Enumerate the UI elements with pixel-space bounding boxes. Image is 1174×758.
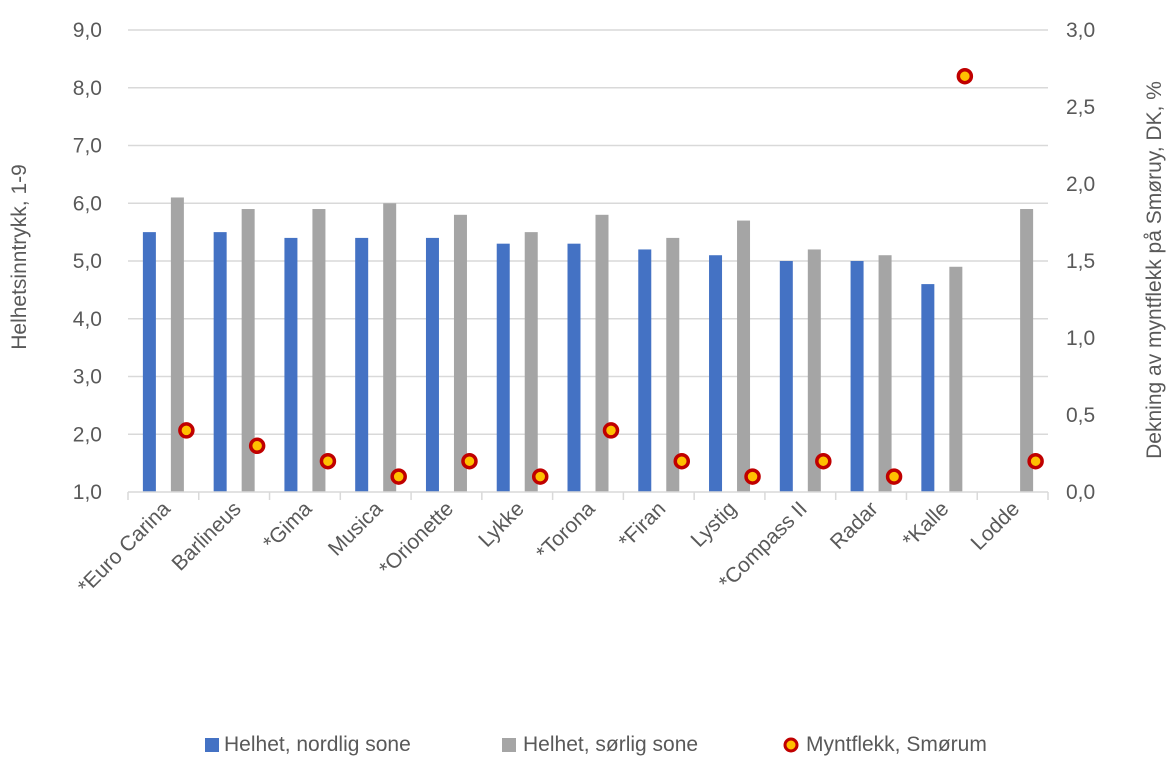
right-tick-label: 1,5 bbox=[1066, 250, 1095, 273]
right-tick-label: 0,0 bbox=[1066, 481, 1095, 504]
left-tick-label: 2,0 bbox=[73, 423, 102, 446]
category-label: Lystig bbox=[687, 497, 742, 552]
bar-nordlig bbox=[496, 243, 510, 492]
scatter-point-myntflekk bbox=[673, 452, 691, 470]
bar-nordlig bbox=[213, 232, 227, 492]
right-axis-ticks: 0,0 0,5 1,0 1,5 2,0 2,5 3,0 bbox=[1066, 19, 1095, 504]
right-tick-label: 3,0 bbox=[1066, 19, 1095, 42]
scatter-point-myntflekk bbox=[602, 422, 620, 439]
scatter-point-myntflekk bbox=[178, 422, 195, 439]
category-label: Lykke bbox=[474, 497, 529, 552]
left-tick-label: 1,0 bbox=[73, 481, 102, 504]
category-label: *Kalle bbox=[898, 497, 953, 552]
scatter-point-myntflekk bbox=[531, 468, 549, 485]
bar-sorlig bbox=[241, 209, 255, 492]
bar-nordlig bbox=[142, 232, 156, 492]
left-tick-label: 3,0 bbox=[73, 366, 102, 389]
bar-sorlig bbox=[807, 249, 821, 492]
left-axis-ticks: 1,0 2,0 3,0 4,0 5,0 6,0 7,0 8,0 9,0 bbox=[73, 19, 102, 504]
left-tick-label: 8,0 bbox=[73, 77, 102, 100]
bar-sorlig bbox=[949, 266, 963, 492]
left-tick-label: 7,0 bbox=[73, 135, 102, 158]
bar-sorlig bbox=[453, 214, 467, 493]
left-tick-label: 5,0 bbox=[73, 250, 102, 273]
right-tick-label: 2,5 bbox=[1066, 96, 1095, 119]
category-label: Musica bbox=[324, 497, 388, 561]
legend-item-myntflekk: Myntflekk, Smørum bbox=[783, 733, 987, 756]
bar-sorlig bbox=[312, 209, 326, 492]
legend: Helhet, nordlig sone Helhet, sørlig sone… bbox=[205, 733, 987, 756]
scatter-point-myntflekk bbox=[461, 452, 478, 470]
gridlines bbox=[128, 29, 1048, 435]
category-label: *Torona bbox=[532, 497, 600, 565]
scatter-point-myntflekk bbox=[248, 437, 266, 455]
bar-nordlig bbox=[638, 249, 652, 492]
scatter-point-myntflekk bbox=[885, 468, 903, 485]
legend-item-nordlig: Helhet, nordlig sone bbox=[205, 733, 411, 756]
bar-nordlig bbox=[850, 261, 864, 492]
legend-label-myntflekk: Myntflekk, Smørum bbox=[806, 733, 987, 756]
bar-sorlig bbox=[170, 197, 184, 492]
category-label: Barlineus bbox=[168, 497, 246, 575]
category-label: *Orionette bbox=[375, 497, 458, 580]
right-tick-label: 2,0 bbox=[1066, 173, 1095, 196]
legend-swatch-nordlig bbox=[205, 738, 219, 752]
bar-nordlig bbox=[425, 237, 439, 492]
bar-nordlig bbox=[567, 243, 581, 492]
legend-item-sorlig: Helhet, sørlig sone bbox=[502, 733, 698, 756]
scatter-point-myntflekk bbox=[390, 468, 407, 485]
bar-sorlig bbox=[1020, 209, 1034, 492]
bar-nordlig bbox=[709, 255, 723, 492]
scatter-point-myntflekk bbox=[956, 67, 974, 85]
right-tick-label: 0,5 bbox=[1066, 404, 1095, 427]
legend-label-sorlig: Helhet, sørlig sone bbox=[523, 733, 698, 756]
scatter-point-myntflekk bbox=[744, 468, 761, 485]
bar-nordlig bbox=[355, 237, 369, 492]
legend-marker-myntflekk bbox=[783, 737, 799, 753]
legend-swatch-sorlig bbox=[502, 738, 516, 752]
category-label: Lodde bbox=[967, 497, 1025, 555]
scatter-points bbox=[178, 67, 1044, 485]
right-axis-title: Dekning av myntflekk på Smøruy, DK, % bbox=[1143, 81, 1166, 459]
category-label: *Firan bbox=[614, 497, 670, 553]
bar-sorlig bbox=[595, 214, 609, 493]
right-tick-label: 1,0 bbox=[1066, 327, 1095, 350]
bar-sorlig bbox=[737, 220, 751, 492]
scatter-point-myntflekk bbox=[1027, 452, 1044, 470]
x-axis-tick-marks bbox=[127, 492, 1049, 500]
bar-sorlig bbox=[383, 203, 397, 492]
legend-label-nordlig: Helhet, nordlig sone bbox=[224, 733, 411, 756]
scatter-point-myntflekk bbox=[319, 452, 337, 470]
bar-sorlig bbox=[878, 255, 892, 492]
category-label: *Euro Carina bbox=[74, 497, 176, 599]
category-label: Radar bbox=[826, 497, 883, 554]
bar-nordlig bbox=[921, 284, 935, 492]
bar-sorlig bbox=[666, 237, 680, 492]
left-tick-label: 9,0 bbox=[73, 19, 102, 42]
left-tick-label: 6,0 bbox=[73, 192, 102, 215]
category-label: *Gima bbox=[259, 497, 317, 555]
left-axis-title: Helhetsinntrykk, 1-9 bbox=[8, 164, 31, 350]
bar-nordlig bbox=[779, 261, 793, 492]
scatter-point-myntflekk bbox=[815, 452, 832, 470]
left-tick-label: 4,0 bbox=[73, 308, 102, 331]
bar-nordlig bbox=[284, 237, 298, 492]
bar-sorlig bbox=[524, 232, 538, 492]
bars bbox=[142, 197, 1034, 493]
